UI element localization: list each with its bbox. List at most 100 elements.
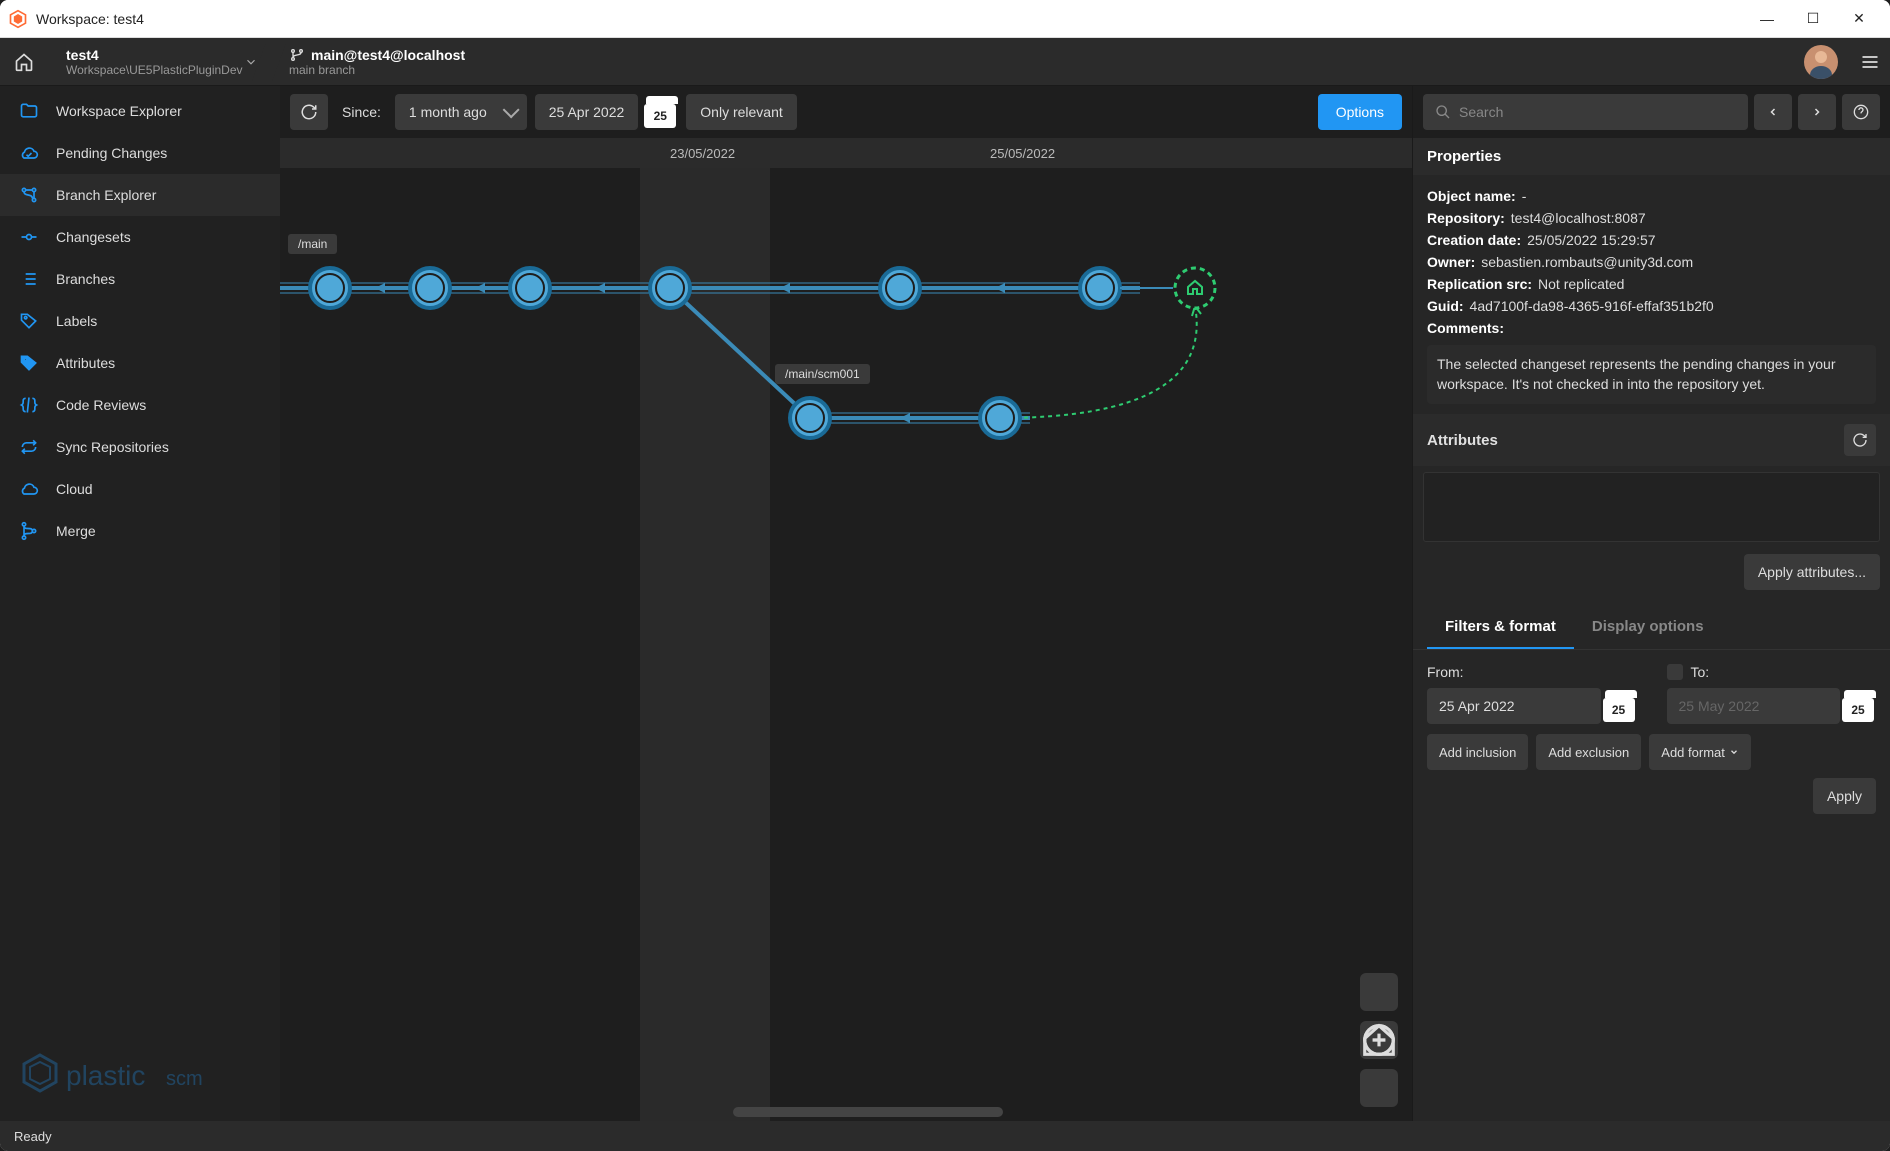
main-area: Since: 1 month ago 25 Apr 2022 25 Only r… [280,86,1412,1121]
property-row: Repository:test4@localhost:8087 [1427,207,1876,229]
only-relevant-button[interactable]: Only relevant [686,94,796,130]
to-checkbox[interactable] [1667,664,1683,680]
property-value: - [1522,188,1527,204]
to-date-input[interactable]: 25 May 2022 [1667,688,1841,724]
sidebar-item-label: Code Reviews [56,397,146,413]
sidebar-item-pending-changes[interactable]: Pending Changes [0,132,280,174]
add-inclusion-button[interactable]: Add inclusion [1427,734,1528,770]
search-prev-button[interactable] [1754,94,1792,130]
property-label: Creation date: [1427,232,1521,248]
minimize-button[interactable]: — [1744,3,1790,35]
properties-title: Properties [1413,138,1890,175]
sidebar-item-merge[interactable]: Merge [0,510,280,552]
sidebar-item-label: Workspace Explorer [56,103,182,119]
property-label: Replication src: [1427,276,1532,292]
tab-filters[interactable]: Filters & format [1427,606,1574,649]
sidebar-item-labels[interactable]: Labels [0,300,280,342]
status-text: Ready [14,1129,52,1144]
home-button[interactable] [0,38,48,86]
since-label: Since: [336,104,387,120]
help-button[interactable] [1842,94,1880,130]
titlebar: Workspace: test4 — ☐ ✕ [0,0,1890,38]
attributes-refresh-button[interactable] [1844,424,1876,456]
app-icon [8,9,28,29]
property-label: Object name: [1427,188,1516,204]
to-day-picker[interactable]: 25 [1844,690,1876,722]
tag-icon [18,311,40,331]
menu-button[interactable] [1850,52,1890,72]
property-row: Object name:- [1427,185,1876,207]
apply-attributes-button[interactable]: Apply attributes... [1744,554,1880,590]
from-date-input[interactable]: 25 Apr 2022 [1427,688,1601,724]
svg-text:plastic: plastic [66,1060,145,1091]
commit-icon [18,227,40,247]
braces-icon [18,395,40,415]
sidebar-item-workspace-explorer[interactable]: Workspace Explorer [0,90,280,132]
branch-icon [289,47,305,63]
to-label: To: [1667,664,1877,680]
sidebar-item-label: Attributes [56,355,115,371]
comments-label: Comments: [1427,320,1504,336]
branch-tree-icon [18,185,40,205]
timeline-date: 23/05/2022 [670,146,735,161]
from-date-button[interactable]: 25 Apr 2022 [535,94,639,130]
workspace-tab[interactable]: test4 Workspace\UE5PlasticPluginDev [48,43,268,81]
sidebar-item-branches[interactable]: Branches [0,258,280,300]
comments-box: The selected changeset represents the pe… [1427,345,1876,404]
property-value: 4ad7100f-da98-4365-916f-effaf351b2f0 [1470,298,1714,314]
list-icon [18,269,40,289]
maximize-button[interactable]: ☐ [1790,3,1836,35]
from-day-badge[interactable]: 25 [646,96,678,128]
window-title: Workspace: test4 [36,11,1744,27]
tab-display[interactable]: Display options [1574,606,1722,649]
property-value: Not replicated [1538,276,1624,292]
sidebar-item-branch-explorer[interactable]: Branch Explorer [0,174,280,216]
branch-tab[interactable]: main@test4@localhost main branch [268,43,485,81]
branch-sub: main branch [289,63,465,77]
zoom-out-button[interactable] [1360,1069,1398,1107]
branch-label[interactable]: /main [288,234,337,254]
property-row: Creation date: 25/05/2022 15:29:57 [1427,229,1876,251]
cloud-icon [18,479,40,499]
search-placeholder: Search [1459,104,1503,120]
sidebar-item-label: Branches [56,271,115,287]
close-button[interactable]: ✕ [1836,3,1882,35]
search-icon [1435,104,1451,120]
add-exclusion-button[interactable]: Add exclusion [1536,734,1641,770]
sidebar-item-label: Changesets [56,229,131,245]
timeline-header: 23/05/202225/05/2022 [280,138,1412,168]
branch-graph[interactable]: /main/main/scm001 [280,168,1412,1121]
search-input[interactable]: Search [1423,94,1748,130]
options-button[interactable]: Options [1318,94,1402,130]
sidebar-item-label: Sync Repositories [56,439,169,455]
from-day-picker[interactable]: 25 [1605,690,1637,722]
since-select[interactable]: 1 month ago [395,94,527,130]
property-row: Replication src: Not replicated [1427,273,1876,295]
property-value: 25/05/2022 15:29:57 [1527,232,1655,248]
refresh-button[interactable] [290,94,328,130]
sidebar-item-label: Merge [56,523,96,539]
sidebar-item-attributes[interactable]: Attributes [0,342,280,384]
property-value: test4@localhost:8087 [1511,210,1646,226]
header: test4 Workspace\UE5PlasticPluginDev main… [0,38,1890,86]
sidebar-item-sync-repositories[interactable]: Sync Repositories [0,426,280,468]
attributes-list [1423,472,1880,542]
apply-filters-button[interactable]: Apply [1813,778,1876,814]
status-bar: Ready [0,1121,1890,1151]
branch-label[interactable]: /main/scm001 [775,364,870,384]
search-next-button[interactable] [1798,94,1836,130]
horizontal-scrollbar[interactable] [733,1107,1003,1117]
workspace-path: Workspace\UE5PlasticPluginDev [66,63,250,77]
sidebar-item-cloud[interactable]: Cloud [0,468,280,510]
svg-text:scm: scm [166,1068,203,1090]
plastic-logo: plastic scm [0,1032,280,1121]
sidebar-item-changesets[interactable]: Changesets [0,216,280,258]
user-avatar[interactable] [1804,45,1838,79]
property-value: sebastien.rombauts@unity3d.com [1481,254,1693,270]
folder-icon [18,101,40,121]
chevron-down-icon [244,55,258,69]
sidebar-item-code-reviews[interactable]: Code Reviews [0,384,280,426]
property-row: Guid:4ad7100f-da98-4365-916f-effaf351b2f… [1427,295,1876,317]
branch-name: main@test4@localhost [311,47,465,63]
add-format-button[interactable]: Add format [1649,734,1750,770]
